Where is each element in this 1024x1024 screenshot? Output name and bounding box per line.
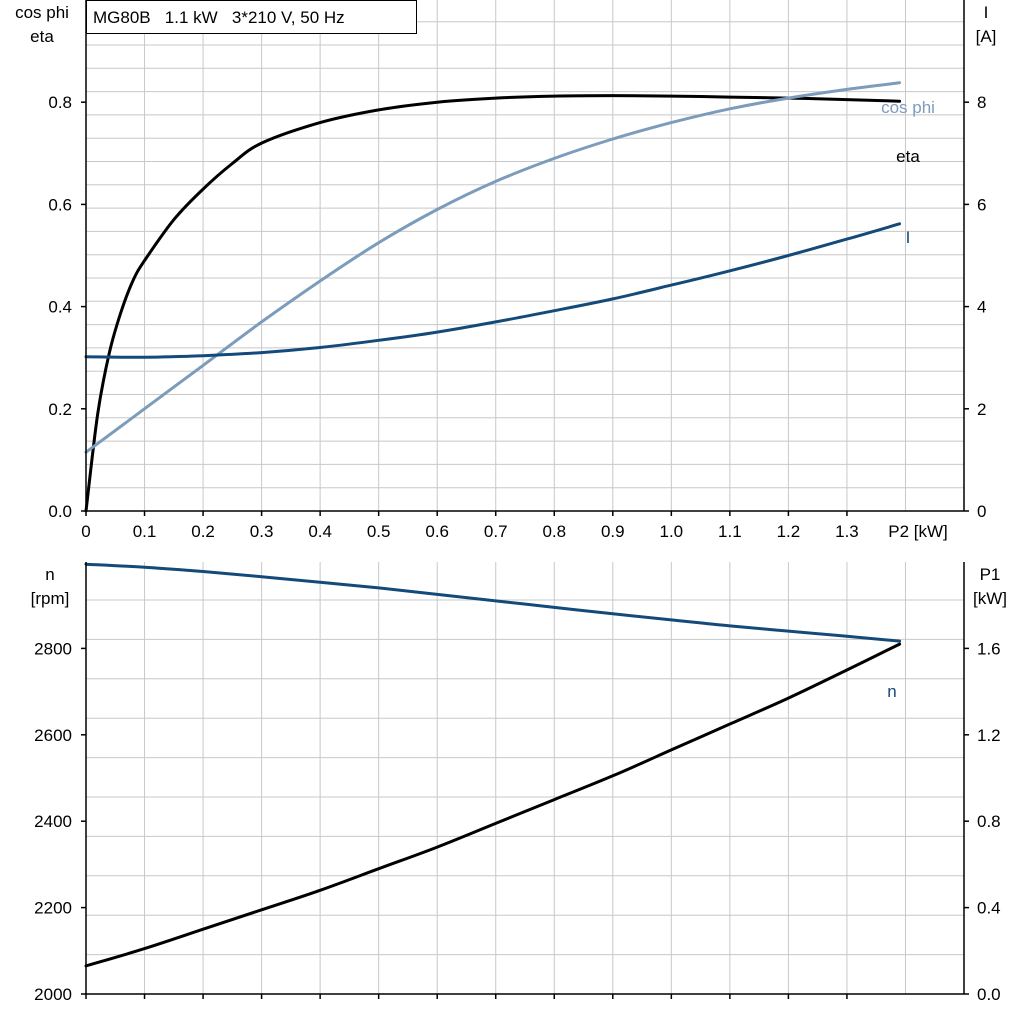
header-title: MG80B 1.1 kW 3*210 V, 50 Hz [93,8,345,27]
bottom-chart-frame [85,562,965,995]
top-x-tick-label: 0 [81,522,90,541]
top-left-tick-label: 0.6 [48,195,72,214]
top-x-tick-label: 1.3 [835,522,859,541]
top-x-tick-label: 0.7 [484,522,508,541]
bottom-curve-p1 [84,642,902,968]
bottom-right-tick-label: 1.2 [977,726,1001,745]
top-left-axis-title-line1: cos phi [15,3,69,22]
top-x-tick-label: 0.6 [425,522,449,541]
cos-phi-curve-label: cos phi [881,98,935,117]
bottom-left-tick-label: 2200 [34,899,72,918]
bottom-curve-speed [84,562,902,643]
eta-curve-label: eta [896,147,920,166]
bottom-left-tick-label: 2000 [34,985,72,1004]
bottom-right-tick-label: 0.4 [977,899,1001,918]
bottom-left-axis-title-line2: [rpm] [31,589,70,608]
bottom-right-tick-label: 1.6 [977,639,1001,658]
top-chart-frame [85,0,965,512]
bottom-right-axis-title-line1: P1 [980,565,1001,584]
top-x-tick-label: 1.0 [660,522,684,541]
bottom-right-tick-label: 0.8 [977,812,1001,831]
bottom-left-tick-label: 2600 [34,726,72,745]
bottom-chart-tick-labels: 2000 2200 2400 2600 2800 0.0 0.4 0.8 1.2 1.6 [34,639,1000,1004]
top-chart-curves [84,81,902,513]
top-left-tick-label: 0.4 [48,298,72,317]
top-x-axis-title: P2 [kW] [888,522,948,541]
top-x-tick-label: 0.3 [250,522,274,541]
top-right-tick-label: 4 [977,298,986,317]
bottom-chart-grid [86,562,964,994]
bottom-right-axis-title-line2: [kW] [973,589,1007,608]
top-x-tick-label: 0.2 [191,522,215,541]
top-left-tick-label: 0.2 [48,400,72,419]
top-right-tick-label: 0 [977,502,986,521]
top-curve-current [84,222,902,359]
top-x-tick-label: 0.5 [367,522,391,541]
top-curve-cos_phi [84,81,902,454]
top-x-tick-label: 0.9 [601,522,625,541]
top-chart-grid [86,0,964,511]
top-x-tick-label: 1.1 [718,522,742,541]
top-x-tick-label: 0.4 [308,522,332,541]
header-box-border [86,0,417,34]
top-left-axis-title-line2: eta [30,27,54,46]
bottom-left-tick-label: 2400 [34,812,72,831]
current-curve-label: I [906,228,911,247]
bottom-chart-curves [84,562,902,968]
top-x-tick-label: 0.1 [133,522,157,541]
bottom-left-tick-label: 2800 [34,639,72,658]
top-x-tick-label: 0.8 [542,522,566,541]
top-chart-tick-labels: 0.0 0.2 0.4 0.6 0.8 0 2 4 6 8 0 0.1 0.2 0.3 0.4 0.5 0.6 0… [48,93,986,541]
header-box: MG80B 1.1 kW 3*210 V, 50 Hz [86,0,417,34]
top-x-tick-label: 1.2 [777,522,801,541]
top-right-axis-title-line2: [A] [976,27,997,46]
top-right-tick-label: 2 [977,400,986,419]
top-right-tick-label: 8 [977,93,986,112]
bottom-right-tick-label: 0.0 [977,985,1001,1004]
speed-curve-label: n [887,682,896,701]
top-right-axis-title-line1: I [984,3,989,22]
top-curve-eta [84,94,902,513]
top-left-tick-label: 0.8 [48,93,72,112]
top-left-tick-label: 0.0 [48,502,72,521]
bottom-left-axis-title-line1: n [45,565,54,584]
top-right-tick-label: 6 [977,195,986,214]
